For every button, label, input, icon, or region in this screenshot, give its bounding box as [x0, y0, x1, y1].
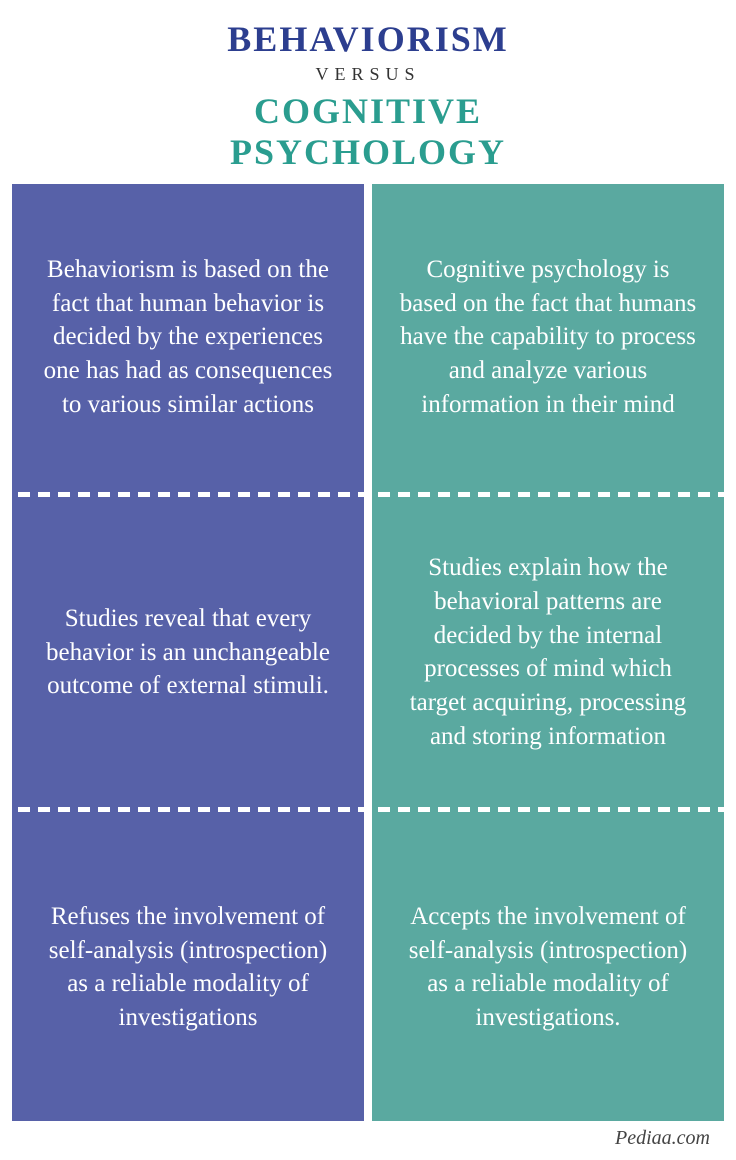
table-row: Refuses the involvement of self-analysis… — [12, 814, 724, 1121]
cell-right-2: Accepts the involvement of self-analysis… — [372, 814, 724, 1121]
attribution: Pediaa.com — [0, 1121, 736, 1160]
title-cognitive-psychology: COGNITIVE PSYCHOLOGY — [20, 91, 716, 174]
infographic-container: BEHAVIORISM VERSUS COGNITIVE PSYCHOLOGY … — [0, 0, 736, 1160]
cell-left-1: Studies reveal that every behavior is an… — [12, 499, 364, 806]
title-right-line2: PSYCHOLOGY — [230, 132, 506, 172]
cell-left-2: Refuses the involvement of self-analysis… — [12, 814, 364, 1121]
title-behaviorism: BEHAVIORISM — [20, 18, 716, 60]
table-row: Studies reveal that every behavior is an… — [12, 499, 724, 806]
cell-right-0: Cognitive psychology is based on the fac… — [372, 184, 724, 491]
divider-row — [12, 491, 724, 499]
divider-right — [372, 806, 724, 814]
divider-row — [12, 806, 724, 814]
title-right-line1: COGNITIVE — [254, 91, 482, 131]
versus-label: VERSUS — [20, 64, 716, 85]
cell-left-0: Behaviorism is based on the fact that hu… — [12, 184, 364, 491]
divider-left — [12, 491, 364, 499]
divider-left — [12, 806, 364, 814]
comparison-grid: Behaviorism is based on the fact that hu… — [0, 184, 736, 1121]
table-row: Behaviorism is based on the fact that hu… — [12, 184, 724, 491]
divider-right — [372, 491, 724, 499]
header: BEHAVIORISM VERSUS COGNITIVE PSYCHOLOGY — [0, 0, 736, 184]
cell-right-1: Studies explain how the behavioral patte… — [372, 499, 724, 806]
